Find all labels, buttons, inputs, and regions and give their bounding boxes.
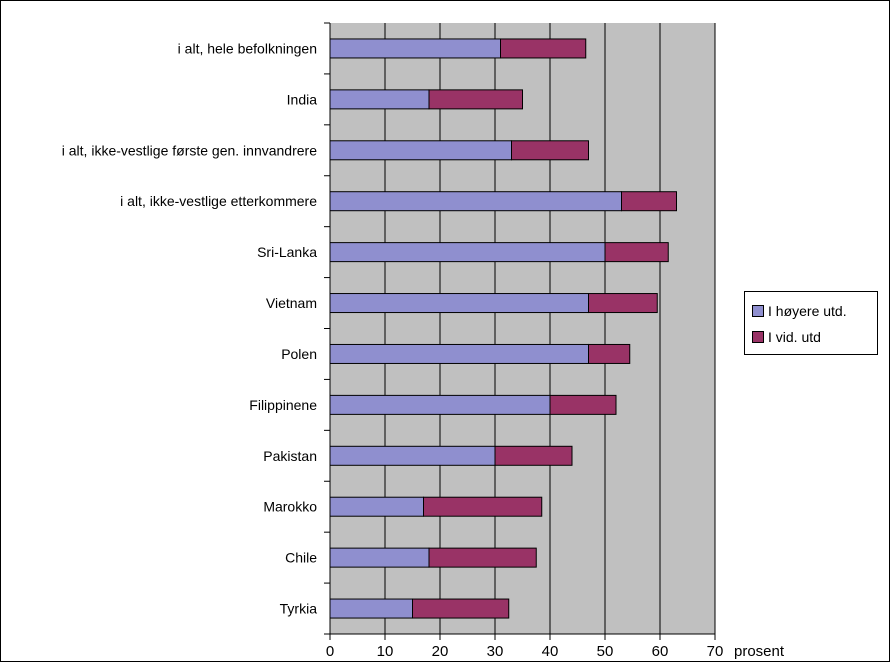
bar-vid-5 <box>588 293 658 314</box>
bar-vid-10 <box>428 547 537 568</box>
bar-hoyere-3 <box>329 191 622 212</box>
category-label-2: i alt, ikke-vestlige første gen. innvand… <box>62 142 317 158</box>
x-tick-label-0: 0 <box>326 643 334 660</box>
gridlines <box>384 23 716 634</box>
category-label-5: Vietnam <box>266 295 317 311</box>
bar-hoyere-10 <box>329 547 430 568</box>
category-label-8: Pakistan <box>263 448 317 464</box>
bar-vid-1 <box>428 89 523 110</box>
x-tick-label-10: 10 <box>377 643 394 660</box>
bar-hoyere-0 <box>329 38 501 59</box>
legend-label-vid: I vid. utd <box>768 329 821 345</box>
x-tick-label-30: 30 <box>487 643 504 660</box>
bar-hoyere-4 <box>329 242 606 263</box>
x-unit-label: prosent <box>734 643 785 660</box>
x-tick-label-20: 20 <box>432 643 449 660</box>
bar-vid-8 <box>494 445 573 466</box>
category-labels: i alt, hele befolkningen India i alt, ikke… <box>62 40 317 616</box>
bar-hoyere-6 <box>329 343 589 364</box>
axes <box>324 22 716 640</box>
bar-vid-0 <box>500 38 587 59</box>
category-label-3: i alt, ikke-vestlige etterkommere <box>120 193 317 209</box>
bar-hoyere-7 <box>329 394 551 415</box>
bar-vid-6 <box>588 343 631 364</box>
legend: I høyere utd. I vid. utd <box>744 291 878 355</box>
x-tick-label-60: 60 <box>652 643 669 660</box>
category-label-9: Marokko <box>263 499 317 515</box>
bars <box>329 38 677 619</box>
legend-item-vid: I vid. utd <box>752 328 821 346</box>
x-tick-labels: 0 10 20 30 40 50 60 70 <box>326 643 724 660</box>
category-label-0: i alt, hele befolkningen <box>178 40 317 56</box>
bar-hoyere-5 <box>329 293 589 314</box>
bar-vid-3 <box>621 191 677 212</box>
legend-label-hoyere: I høyere utd. <box>768 303 847 319</box>
x-tick-label-50: 50 <box>597 643 614 660</box>
bar-hoyere-8 <box>329 445 496 466</box>
bar-vid-9 <box>423 496 543 517</box>
bar-vid-7 <box>549 394 617 415</box>
legend-swatch-hoyere <box>752 305 764 317</box>
x-tick-label-70: 70 <box>707 643 724 660</box>
category-label-6: Polen <box>281 346 317 362</box>
bar-vid-11 <box>412 598 510 619</box>
bar-hoyere-11 <box>329 598 413 619</box>
bar-vid-2 <box>511 140 589 161</box>
bar-vid-4 <box>604 242 669 263</box>
category-label-4: Sri-Lanka <box>257 244 317 260</box>
plot-area <box>330 23 715 634</box>
legend-swatch-vid <box>752 331 764 343</box>
bar-hoyere-1 <box>329 89 430 110</box>
category-label-11: Tyrkia <box>280 601 318 617</box>
legend-item-hoyere: I høyere utd. <box>752 302 847 320</box>
category-label-10: Chile <box>285 550 317 566</box>
category-label-1: India <box>287 91 318 107</box>
bar-hoyere-9 <box>329 496 424 517</box>
category-label-7: Filippinene <box>249 397 317 413</box>
x-tick-label-40: 40 <box>542 643 559 660</box>
bar-hoyere-2 <box>329 140 512 161</box>
